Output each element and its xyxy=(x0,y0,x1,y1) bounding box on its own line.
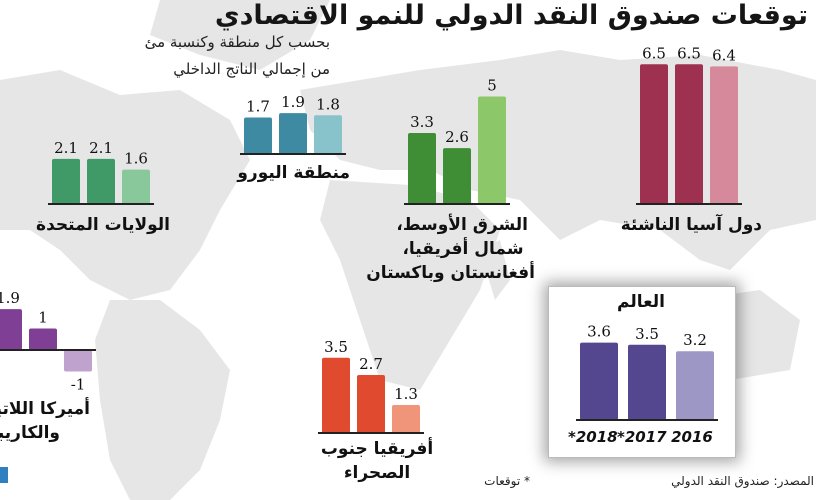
asia-bar-2018 xyxy=(640,64,668,204)
ssa-bar-2018 xyxy=(322,357,350,433)
euro-value-label-2: 1.8 xyxy=(316,95,340,113)
label-mena-1: الشرق الأوسط، xyxy=(396,215,528,235)
euro-bar-2016 xyxy=(314,115,342,154)
asia-bar-2017 xyxy=(675,64,703,204)
year-2017: *2017 xyxy=(617,428,667,446)
label-ssa-1: أفريقيا جنوب xyxy=(320,439,434,459)
label-latam-1: أميركا اللاتينية xyxy=(0,399,90,419)
latam-bar-2018 xyxy=(0,309,22,350)
year-2018: *2018 xyxy=(568,428,618,446)
asia-value-label-1: 6.5 xyxy=(677,44,701,62)
latam-value-label-0: 1.9 xyxy=(0,289,20,307)
ssa-value-label-1: 2.7 xyxy=(359,355,383,373)
mena-value-label-2: 5 xyxy=(487,77,497,95)
label-latam-2: والكاريبي xyxy=(0,423,60,443)
source-note: المصدر: صندوق النقد الدولي xyxy=(671,474,814,488)
page-title: توقعات صندوق النقد الدولي للنمو الاقتصاد… xyxy=(214,0,808,31)
world-bar-2017 xyxy=(628,344,666,420)
brand-mark xyxy=(0,467,8,483)
mena-value-label-0: 3.3 xyxy=(410,113,434,131)
world-value-label-2: 3.2 xyxy=(683,331,707,349)
asia-value-label-2: 6.4 xyxy=(712,46,736,64)
mena-bar-2017 xyxy=(443,148,471,204)
euro-bar-2017 xyxy=(279,113,307,154)
latam-bar-2016 xyxy=(64,350,92,372)
us-bar-2018 xyxy=(52,158,80,204)
mena-bar-2018 xyxy=(408,133,436,204)
us-value-label-0: 2.1 xyxy=(54,139,78,157)
euro-value-label-0: 1.7 xyxy=(246,97,270,115)
world-value-label-1: 3.5 xyxy=(635,325,659,343)
subtitle-line-2: من إجمالي الناتج الداخلي xyxy=(173,60,330,78)
us-value-label-1: 2.1 xyxy=(89,139,113,157)
mena-value-label-1: 2.6 xyxy=(445,128,469,146)
us-bar-2016 xyxy=(122,169,150,204)
euro-value-label-1: 1.9 xyxy=(281,93,305,111)
label-euro: منطقة اليورو xyxy=(237,163,350,183)
asia-value-label-0: 6.5 xyxy=(642,44,666,62)
us-value-label-2: 1.6 xyxy=(124,150,148,168)
world-bar-2016 xyxy=(676,351,714,420)
asia-bar-2016 xyxy=(710,66,738,205)
label-ssa-2: الصحراء xyxy=(343,463,411,483)
ssa-bar-2017 xyxy=(357,374,385,433)
label-mena-2: شمال أفريقيا، xyxy=(402,239,524,259)
latam-bar-2017 xyxy=(29,328,57,350)
world-value-label-0: 3.6 xyxy=(587,323,611,341)
label-mena-3: أفغانستان وباكستان xyxy=(366,263,535,283)
world-title: العالم xyxy=(617,292,665,312)
ssa-value-label-2: 1.3 xyxy=(394,385,418,403)
year-2016: 2016 xyxy=(671,428,713,446)
ssa-bar-2016 xyxy=(392,405,420,433)
us-bar-2017 xyxy=(87,158,115,204)
footnote: * توقعات xyxy=(484,474,530,488)
label-asia: دول آسيا الناشئة xyxy=(620,215,762,235)
latam-value-label-1: 1 xyxy=(38,309,48,327)
ssa-value-label-0: 3.5 xyxy=(324,338,348,356)
latam-value-label-2: -1 xyxy=(71,376,86,394)
world-bar-2018 xyxy=(580,342,618,420)
subtitle-line-1: بحسب كل منطقة وكنسبة مئ xyxy=(144,33,330,51)
mena-bar-2016 xyxy=(478,96,506,204)
label-us: الولايات المتحدة xyxy=(36,215,170,235)
euro-bar-2018 xyxy=(244,117,272,154)
